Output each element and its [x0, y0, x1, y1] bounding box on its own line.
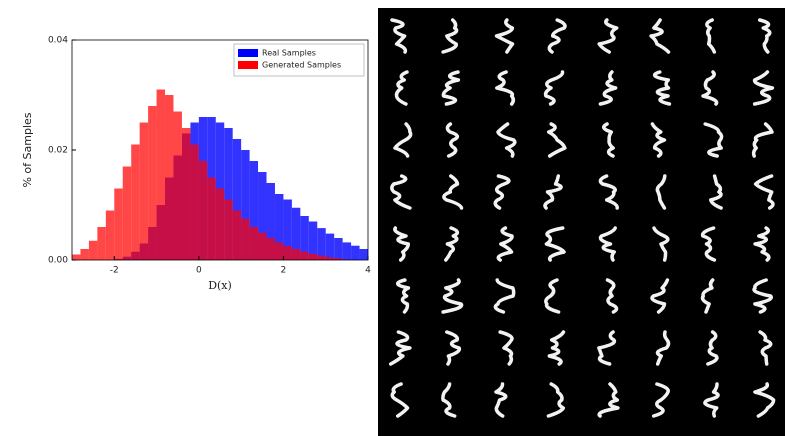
bar	[283, 246, 291, 260]
bar	[351, 246, 359, 260]
bar	[233, 211, 241, 261]
page: 0.00 0.02 0.04 -2 0 2 4 Real Samples Generated S…	[0, 0, 785, 436]
x-tick-label: -2	[110, 266, 119, 276]
y-tick-label: 0.02	[48, 146, 68, 156]
bar	[317, 228, 325, 260]
y-tick-label: 0.00	[48, 256, 68, 266]
bar	[199, 161, 207, 260]
y-tick-label: 0.04	[48, 36, 68, 46]
legend-swatch	[238, 49, 258, 57]
bar	[106, 211, 114, 261]
sample-grid	[378, 8, 785, 436]
legend-label: Real Samples	[262, 49, 316, 58]
bar	[123, 167, 131, 261]
legend-label: Generated Samples	[262, 61, 341, 70]
bar	[89, 241, 97, 260]
bar	[148, 106, 156, 260]
figure: 0.00 0.02 0.04 -2 0 2 4 Real Samples Generated S…	[0, 0, 785, 436]
bar	[309, 254, 317, 260]
x-tick-label: 4	[365, 266, 371, 276]
x-tick-label: 2	[281, 266, 287, 276]
bar	[326, 257, 334, 260]
bar	[360, 249, 368, 260]
bar	[140, 123, 148, 261]
bar	[80, 249, 88, 260]
histogram-plot: 0.00 0.02 0.04 -2 0 2 4 Real Samples Generated S…	[48, 36, 371, 276]
bar	[165, 95, 173, 260]
bar	[334, 238, 342, 260]
bar	[224, 200, 232, 261]
x-tick-label: 0	[196, 266, 202, 276]
legend-swatch	[238, 61, 258, 69]
bar	[267, 238, 275, 260]
bar	[157, 90, 165, 261]
bar	[258, 233, 266, 261]
bar	[216, 189, 224, 261]
y-axis-label: % of Samples	[21, 112, 34, 187]
bar	[292, 249, 300, 260]
bar	[317, 256, 325, 260]
bar	[241, 219, 249, 260]
bar	[207, 178, 215, 261]
bar	[190, 145, 198, 261]
bar	[250, 227, 258, 260]
bar	[300, 252, 308, 260]
bar	[173, 112, 181, 261]
x-axis-label: D(x)	[208, 279, 232, 292]
bar	[97, 227, 105, 260]
bar	[72, 255, 80, 261]
bar	[275, 242, 283, 260]
bar	[131, 145, 139, 261]
bar	[114, 189, 122, 261]
bar	[343, 242, 351, 260]
bar	[326, 234, 334, 260]
bar	[182, 128, 190, 260]
